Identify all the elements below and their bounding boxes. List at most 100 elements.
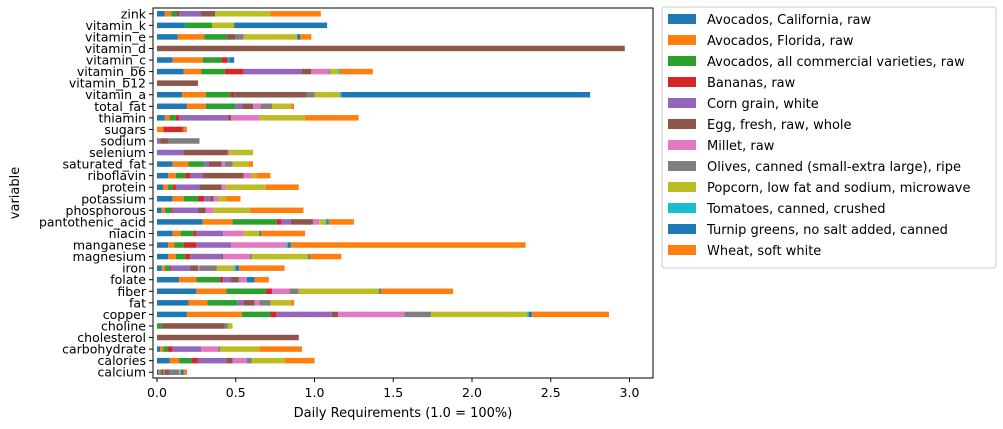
bar-sodium-series-5	[160, 138, 169, 144]
bar-thiamin-series-1	[164, 115, 170, 121]
legend-swatch	[668, 182, 696, 192]
bar-vitamin_e-series-10	[297, 34, 301, 40]
bar-carbohydrate-series-6	[201, 346, 219, 352]
bar-copper-series-0	[157, 311, 187, 318]
legend-label: Tomatoes, canned, crushed	[706, 202, 886, 217]
bar-iron-series-6	[197, 265, 200, 271]
bar-potassium-series-5	[210, 196, 214, 202]
bar-vitamin_c-series-1	[172, 57, 203, 63]
y-tick-label: iron	[122, 261, 146, 276]
bar-vitamin_a-series-1	[182, 91, 206, 98]
bar-calcium-series-10	[180, 369, 184, 375]
legend-swatch	[668, 224, 696, 234]
bar-carbohydrate-series-4	[172, 346, 202, 352]
bar-calcium-series-0	[157, 369, 159, 375]
bar-vitamin_a-series-8	[314, 91, 340, 98]
bar-pantothenic_acid-series-6	[312, 219, 320, 225]
bar-vitamin_c-series-3	[221, 57, 228, 63]
x-tick-label: 1.0	[305, 385, 325, 400]
bar-vitamin_e-series-2	[204, 34, 227, 40]
legend-label: Turnip greens, no salt added, canned	[706, 223, 948, 238]
bar-vitamin_c-series-9	[227, 57, 230, 63]
bar-phosphorous-series-8	[213, 207, 250, 214]
bar-saturated_fat-series-4	[204, 161, 209, 167]
bar-magnesium-series-8	[251, 253, 309, 260]
bar-zink-series-4	[179, 11, 202, 17]
bar-iron-series-4	[171, 265, 191, 271]
y-tick-label: magnesium	[73, 249, 146, 264]
y-tick-label: phosphorous	[66, 203, 146, 218]
bar-manganese-series-4	[196, 242, 232, 248]
bar-riboflavin-series-3	[185, 172, 191, 179]
bar-fiber-series-10	[379, 288, 381, 295]
bar-calcium-series-3	[161, 369, 164, 375]
bar-calories-series-4	[197, 357, 227, 364]
y-tick-label: vitamin_d	[85, 41, 146, 56]
y-tick-label: total_fat	[94, 99, 146, 114]
y-tick-label: vitamin_k	[86, 18, 147, 33]
bar-folate-series-0	[157, 276, 180, 283]
bar-fat-series-2	[207, 300, 238, 306]
bar-carbohydrate-series-11	[259, 346, 302, 352]
y-tick-label: carbohydrate	[62, 342, 146, 357]
bar-iron-series-0	[157, 265, 162, 271]
bar-folate-series-6	[238, 276, 247, 283]
bar-phosphorous-series-5	[197, 207, 206, 214]
bar-pantothenic_acid-series-10	[327, 219, 329, 225]
bar-zink-series-0	[157, 11, 165, 17]
bar-niacin-series-0	[157, 230, 173, 237]
bar-riboflavin-series-4	[190, 172, 203, 179]
bar-vitamin_b6-series-4	[243, 68, 302, 75]
bar-sugars-series-1	[157, 126, 164, 133]
bar-folate-series-3	[220, 276, 224, 283]
bar-vitamin_e-series-0	[157, 34, 178, 40]
legend-box	[661, 6, 997, 269]
bar-selenium-series-6	[227, 149, 230, 156]
bar-iron-series-10	[235, 265, 239, 271]
bar-thiamin-series-6	[231, 115, 260, 121]
bar-copper-series-2	[242, 311, 271, 318]
bar-niacin-series-11	[260, 230, 306, 237]
bar-fat-series-4	[237, 300, 244, 306]
bar-manganese-series-10	[287, 242, 291, 248]
bar-iron-series-8	[216, 265, 235, 271]
bar-zink-series-3	[177, 11, 180, 17]
legend-swatch	[668, 77, 696, 87]
bar-carbohydrate-series-0	[157, 346, 161, 352]
bar-protein-series-6	[221, 184, 227, 190]
bar-vitamin_k-series-2	[185, 22, 213, 29]
bar-selenium-series-4	[157, 149, 184, 156]
bar-vitamin_b6-series-2	[201, 68, 225, 75]
bar-vitamin_k-series-10	[234, 22, 328, 29]
bar-potassium-series-6	[213, 196, 219, 202]
bar-cholesterol-series-5	[157, 334, 299, 341]
bar-saturated_fat-series-2	[188, 161, 205, 167]
legend-swatch	[668, 98, 696, 108]
bar-vitamin_c-series-2	[202, 57, 222, 63]
bars-layer	[157, 11, 625, 375]
bar-thiamin-series-4	[179, 115, 228, 121]
x-axis-ticks: 0.0 0.5 1.0 1.5 2.0 2.5 3.0	[147, 378, 639, 400]
bar-phosphorous-series-3	[171, 207, 173, 214]
bar-thiamin-series-8	[259, 115, 306, 121]
bar-fat-series-11	[290, 300, 295, 306]
bar-calcium-series-5	[164, 369, 170, 375]
bar-protein-series-11	[265, 184, 299, 190]
bar-riboflavin-series-6	[243, 172, 252, 179]
bar-fiber-series-8	[298, 288, 380, 295]
bar-vitamin_a-series-7	[306, 91, 315, 98]
bar-calories-series-7	[246, 357, 252, 364]
bar-calcium-series-8	[179, 369, 181, 375]
bar-copper-series-6	[338, 311, 405, 318]
y-tick-label: calcium	[98, 365, 146, 380]
legend-label: Olives, canned (small-extra large), ripe	[707, 160, 961, 175]
bar-sugars-series-3	[163, 126, 183, 133]
bar-vitamin_b6-series-5	[301, 68, 312, 75]
bar-vitamin_b6-series-8	[330, 68, 339, 75]
bar-saturated_fat-series-11	[248, 161, 254, 167]
bar-vitamin_e-series-11	[300, 34, 312, 40]
bar-saturated_fat-series-8	[232, 161, 249, 167]
bar-thiamin-series-11	[305, 115, 359, 121]
bar-riboflavin-series-1	[168, 172, 176, 179]
